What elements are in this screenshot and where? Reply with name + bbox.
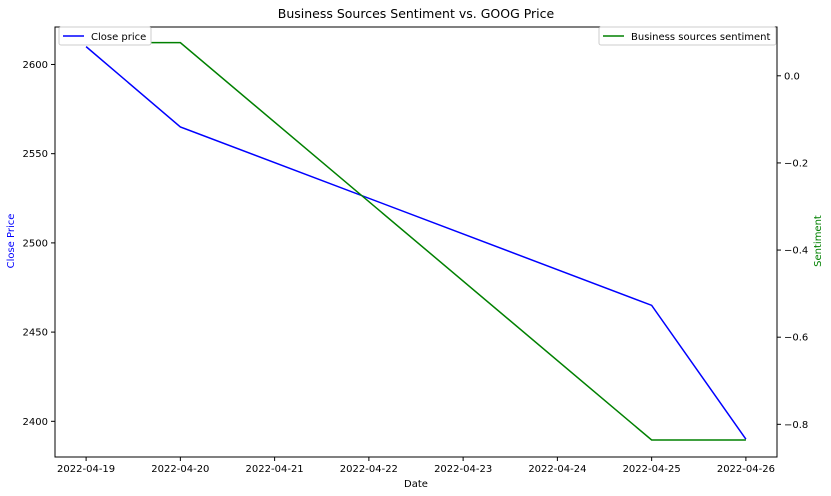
x-tick-label: 2022-04-20: [151, 464, 209, 475]
legend-business-sentiment-box: [598, 26, 777, 46]
close-price-line: [85, 46, 747, 440]
x-axis: 2022-04-19 2022-04-20 2022-04-21 2022-04-22…: [57, 457, 775, 475]
x-tick-label: 2022-04-22: [340, 464, 398, 475]
y-left-tick-label: 2500: [23, 238, 48, 249]
y-right-tick-label: −0.2: [784, 158, 808, 169]
y-left-tick-label: 2400: [23, 417, 48, 428]
legend-close-price-box: [58, 26, 152, 46]
x-axis-label: Date: [404, 479, 428, 490]
y-axis-right-label: Sentiment: [813, 215, 824, 267]
y-axis-left: 2400 2450 2500 2550 2600: [23, 60, 55, 428]
y-left-tick-label: 2450: [23, 328, 48, 339]
chart-title: Business Sources Sentiment vs. GOOG Pric…: [278, 6, 555, 21]
legend-business-sentiment: Business sources sentiment: [598, 26, 777, 46]
x-tick-label: 2022-04-21: [246, 464, 304, 475]
legend-close-price-label: Close price: [91, 32, 146, 43]
y-axis-left-label: Close Price: [6, 214, 17, 269]
y-axis-right: 0.0 −0.2 −0.4 −0.6 −0.8: [777, 71, 808, 431]
x-tick-label: 2022-04-19: [57, 464, 115, 475]
x-tick-label: 2022-04-23: [434, 464, 492, 475]
legend-close-price: Close price: [58, 26, 152, 46]
x-tick-label: 2022-04-25: [623, 464, 681, 475]
y-left-tick-label: 2550: [23, 149, 48, 160]
x-tick-label: 2022-04-26: [717, 464, 775, 475]
x-tick-label: 2022-04-24: [528, 464, 586, 475]
y-right-tick-label: 0.0: [784, 71, 800, 82]
y-right-tick-label: −0.4: [784, 246, 808, 257]
y-left-tick-label: 2600: [23, 60, 48, 71]
plot-frame: [54, 26, 778, 458]
y-right-tick-label: −0.8: [784, 420, 808, 431]
legend-business-sentiment-label: Business sources sentiment: [631, 32, 771, 43]
y-right-tick-label: −0.6: [784, 333, 808, 344]
